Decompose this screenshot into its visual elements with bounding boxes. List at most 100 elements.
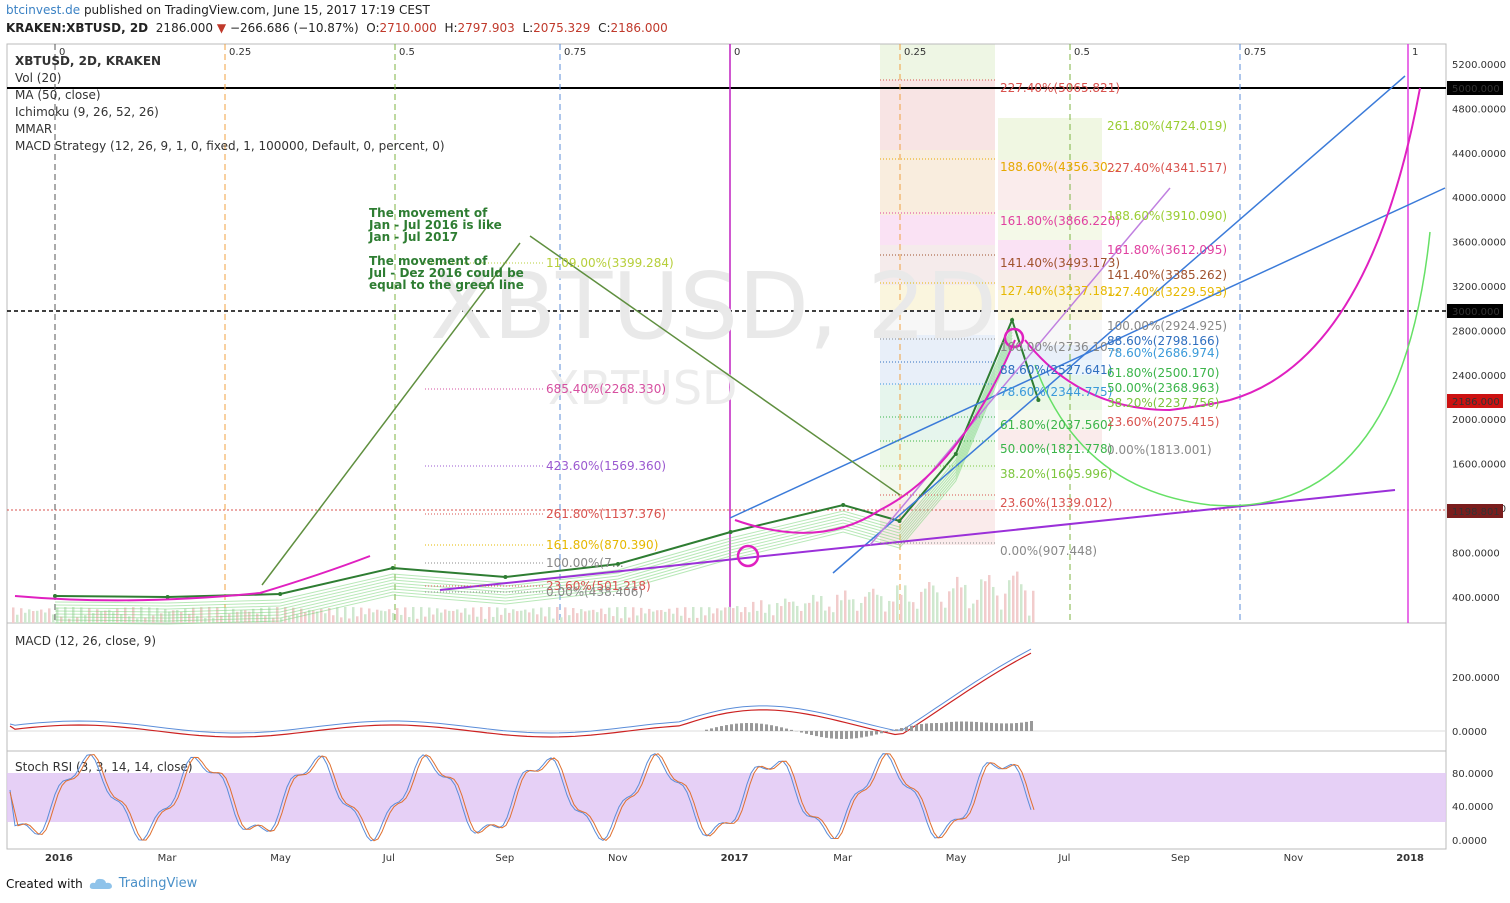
annotation-line: Jul - Dez 2016 could be bbox=[368, 266, 524, 280]
volume-bar bbox=[700, 607, 703, 623]
macd-histogram-bar bbox=[840, 731, 843, 739]
macd-histogram-bar bbox=[915, 724, 918, 731]
volume-bar bbox=[500, 614, 503, 623]
high-value: 2797.903 bbox=[457, 21, 515, 35]
volume-bar bbox=[992, 586, 995, 623]
macd-histogram-bar bbox=[1010, 723, 1013, 731]
price-axis-tick: 3200.0000 bbox=[1452, 282, 1506, 293]
volume-bar bbox=[892, 601, 895, 623]
volume-bar bbox=[864, 596, 867, 623]
macd-histogram-bar bbox=[975, 721, 978, 731]
tradingview-cloud-icon bbox=[89, 878, 112, 889]
fib-level-label: 227.40%(4341.517) bbox=[1107, 161, 1227, 175]
volume-bar bbox=[472, 607, 475, 623]
macd-histogram-bar bbox=[715, 727, 718, 731]
fib-level-label: 38.20%(2237.756) bbox=[1107, 396, 1219, 410]
volume-bar bbox=[484, 618, 487, 623]
price-tag-box bbox=[1447, 81, 1503, 95]
volume-bar bbox=[872, 588, 875, 623]
volume-bar bbox=[832, 612, 835, 623]
price-tag: 1198.801 bbox=[1452, 507, 1500, 518]
volume-bar bbox=[640, 607, 643, 623]
fib-level-label: 38.20%(1605.996) bbox=[1000, 467, 1112, 481]
fib-level-label: 23.60%(501.218) bbox=[546, 579, 651, 593]
volume-bar bbox=[936, 592, 939, 623]
watermark: XBTUSD, 2D XBTUSD bbox=[430, 253, 997, 415]
volume-bar bbox=[528, 612, 531, 623]
volume-bar bbox=[228, 613, 231, 623]
volume-bar bbox=[816, 601, 819, 623]
tradingview-link[interactable]: TradingView bbox=[118, 876, 198, 891]
arrow-line-left bbox=[261, 242, 521, 586]
publish-info: published on TradingView.com, June 15, 2… bbox=[80, 3, 430, 17]
fib-time-label: 0.75 bbox=[1244, 47, 1266, 58]
volume-bar bbox=[208, 607, 211, 623]
volume-bar bbox=[680, 615, 683, 623]
volume-bar bbox=[540, 607, 543, 623]
volume-bar bbox=[444, 609, 447, 623]
fib-level-label: 61.80%(2500.170) bbox=[1107, 366, 1219, 380]
macd-histogram-bar bbox=[945, 722, 948, 731]
volume-bar bbox=[288, 615, 291, 623]
volume-bar bbox=[972, 603, 975, 623]
support-trend-line bbox=[439, 489, 1396, 591]
volume-bar bbox=[924, 588, 927, 623]
volume-bar bbox=[748, 612, 751, 623]
stoch-axis-tick: 0.0000 bbox=[1452, 836, 1487, 847]
fib-level-label: 0.00%(438.406) bbox=[546, 585, 643, 599]
fib-level-label: 100.00%(7… bbox=[546, 556, 624, 570]
volume-bar bbox=[224, 607, 227, 623]
volume-bar bbox=[976, 599, 979, 623]
volume-bar bbox=[1032, 590, 1035, 623]
volume-bar bbox=[908, 601, 911, 623]
fib-level-label: 161.80%(3866.220) bbox=[1000, 214, 1120, 228]
created-with-label: Created with bbox=[6, 876, 83, 891]
fib-zone bbox=[998, 210, 1102, 240]
price-axis-tick: 2400.0000 bbox=[1452, 371, 1506, 382]
macd-histogram-bar bbox=[990, 722, 993, 731]
volume-bar bbox=[476, 616, 479, 623]
fib-level-label: 78.60%(2686.974) bbox=[1107, 346, 1219, 360]
volume-bar bbox=[564, 607, 567, 623]
watermark-small: XBTUSD bbox=[548, 361, 737, 415]
volume-bar bbox=[304, 612, 307, 623]
volume-bar bbox=[764, 612, 767, 623]
price-point bbox=[503, 575, 508, 579]
volume-bar bbox=[672, 613, 675, 623]
fib-zone bbox=[998, 270, 1102, 290]
publisher-link[interactable]: btcinvest.de bbox=[6, 3, 81, 17]
volume-bar bbox=[492, 616, 495, 623]
volume-bar bbox=[684, 607, 687, 623]
volume-bar bbox=[376, 609, 379, 623]
macd-histogram-bar bbox=[750, 723, 753, 731]
fib-level-label: 188.60%(4356.30… bbox=[1000, 160, 1120, 174]
volume-bar bbox=[144, 617, 147, 623]
fib-zone bbox=[880, 245, 995, 285]
volume-bar bbox=[504, 608, 507, 623]
price-axis-tick: 5200.0000 bbox=[1452, 60, 1506, 71]
volume-bar bbox=[692, 607, 695, 623]
macd-histogram-bar bbox=[970, 721, 973, 731]
time-axis-tick: Jul bbox=[1057, 853, 1070, 864]
volume-bar bbox=[520, 610, 523, 623]
fib-time-label: 1 bbox=[1412, 47, 1418, 58]
price-change: −266.686 (−10.87%) bbox=[229, 21, 359, 35]
volume-bar bbox=[968, 608, 971, 623]
volume-bar bbox=[912, 602, 915, 623]
volume-bar bbox=[156, 607, 159, 623]
volume-bar bbox=[900, 594, 903, 623]
ma-ribbon-line bbox=[54, 328, 1013, 607]
time-axis-tick: 2017 bbox=[721, 853, 749, 864]
macd-histogram-bar bbox=[930, 723, 933, 731]
volume-bar bbox=[56, 607, 59, 623]
fib-level-label: 261.80%(1137.376) bbox=[546, 507, 666, 521]
fib-level-label: 50.00%(2368.963) bbox=[1107, 381, 1219, 395]
fib-zone bbox=[880, 310, 995, 335]
fib-level-label: 141.40%(3493.173) bbox=[1000, 256, 1120, 270]
fib-zone bbox=[880, 150, 995, 215]
fib-level-label: 0.00%(907.448) bbox=[1000, 544, 1097, 558]
volume-bar bbox=[36, 610, 39, 623]
volume-bar bbox=[128, 616, 131, 623]
volume-bar bbox=[724, 607, 727, 623]
